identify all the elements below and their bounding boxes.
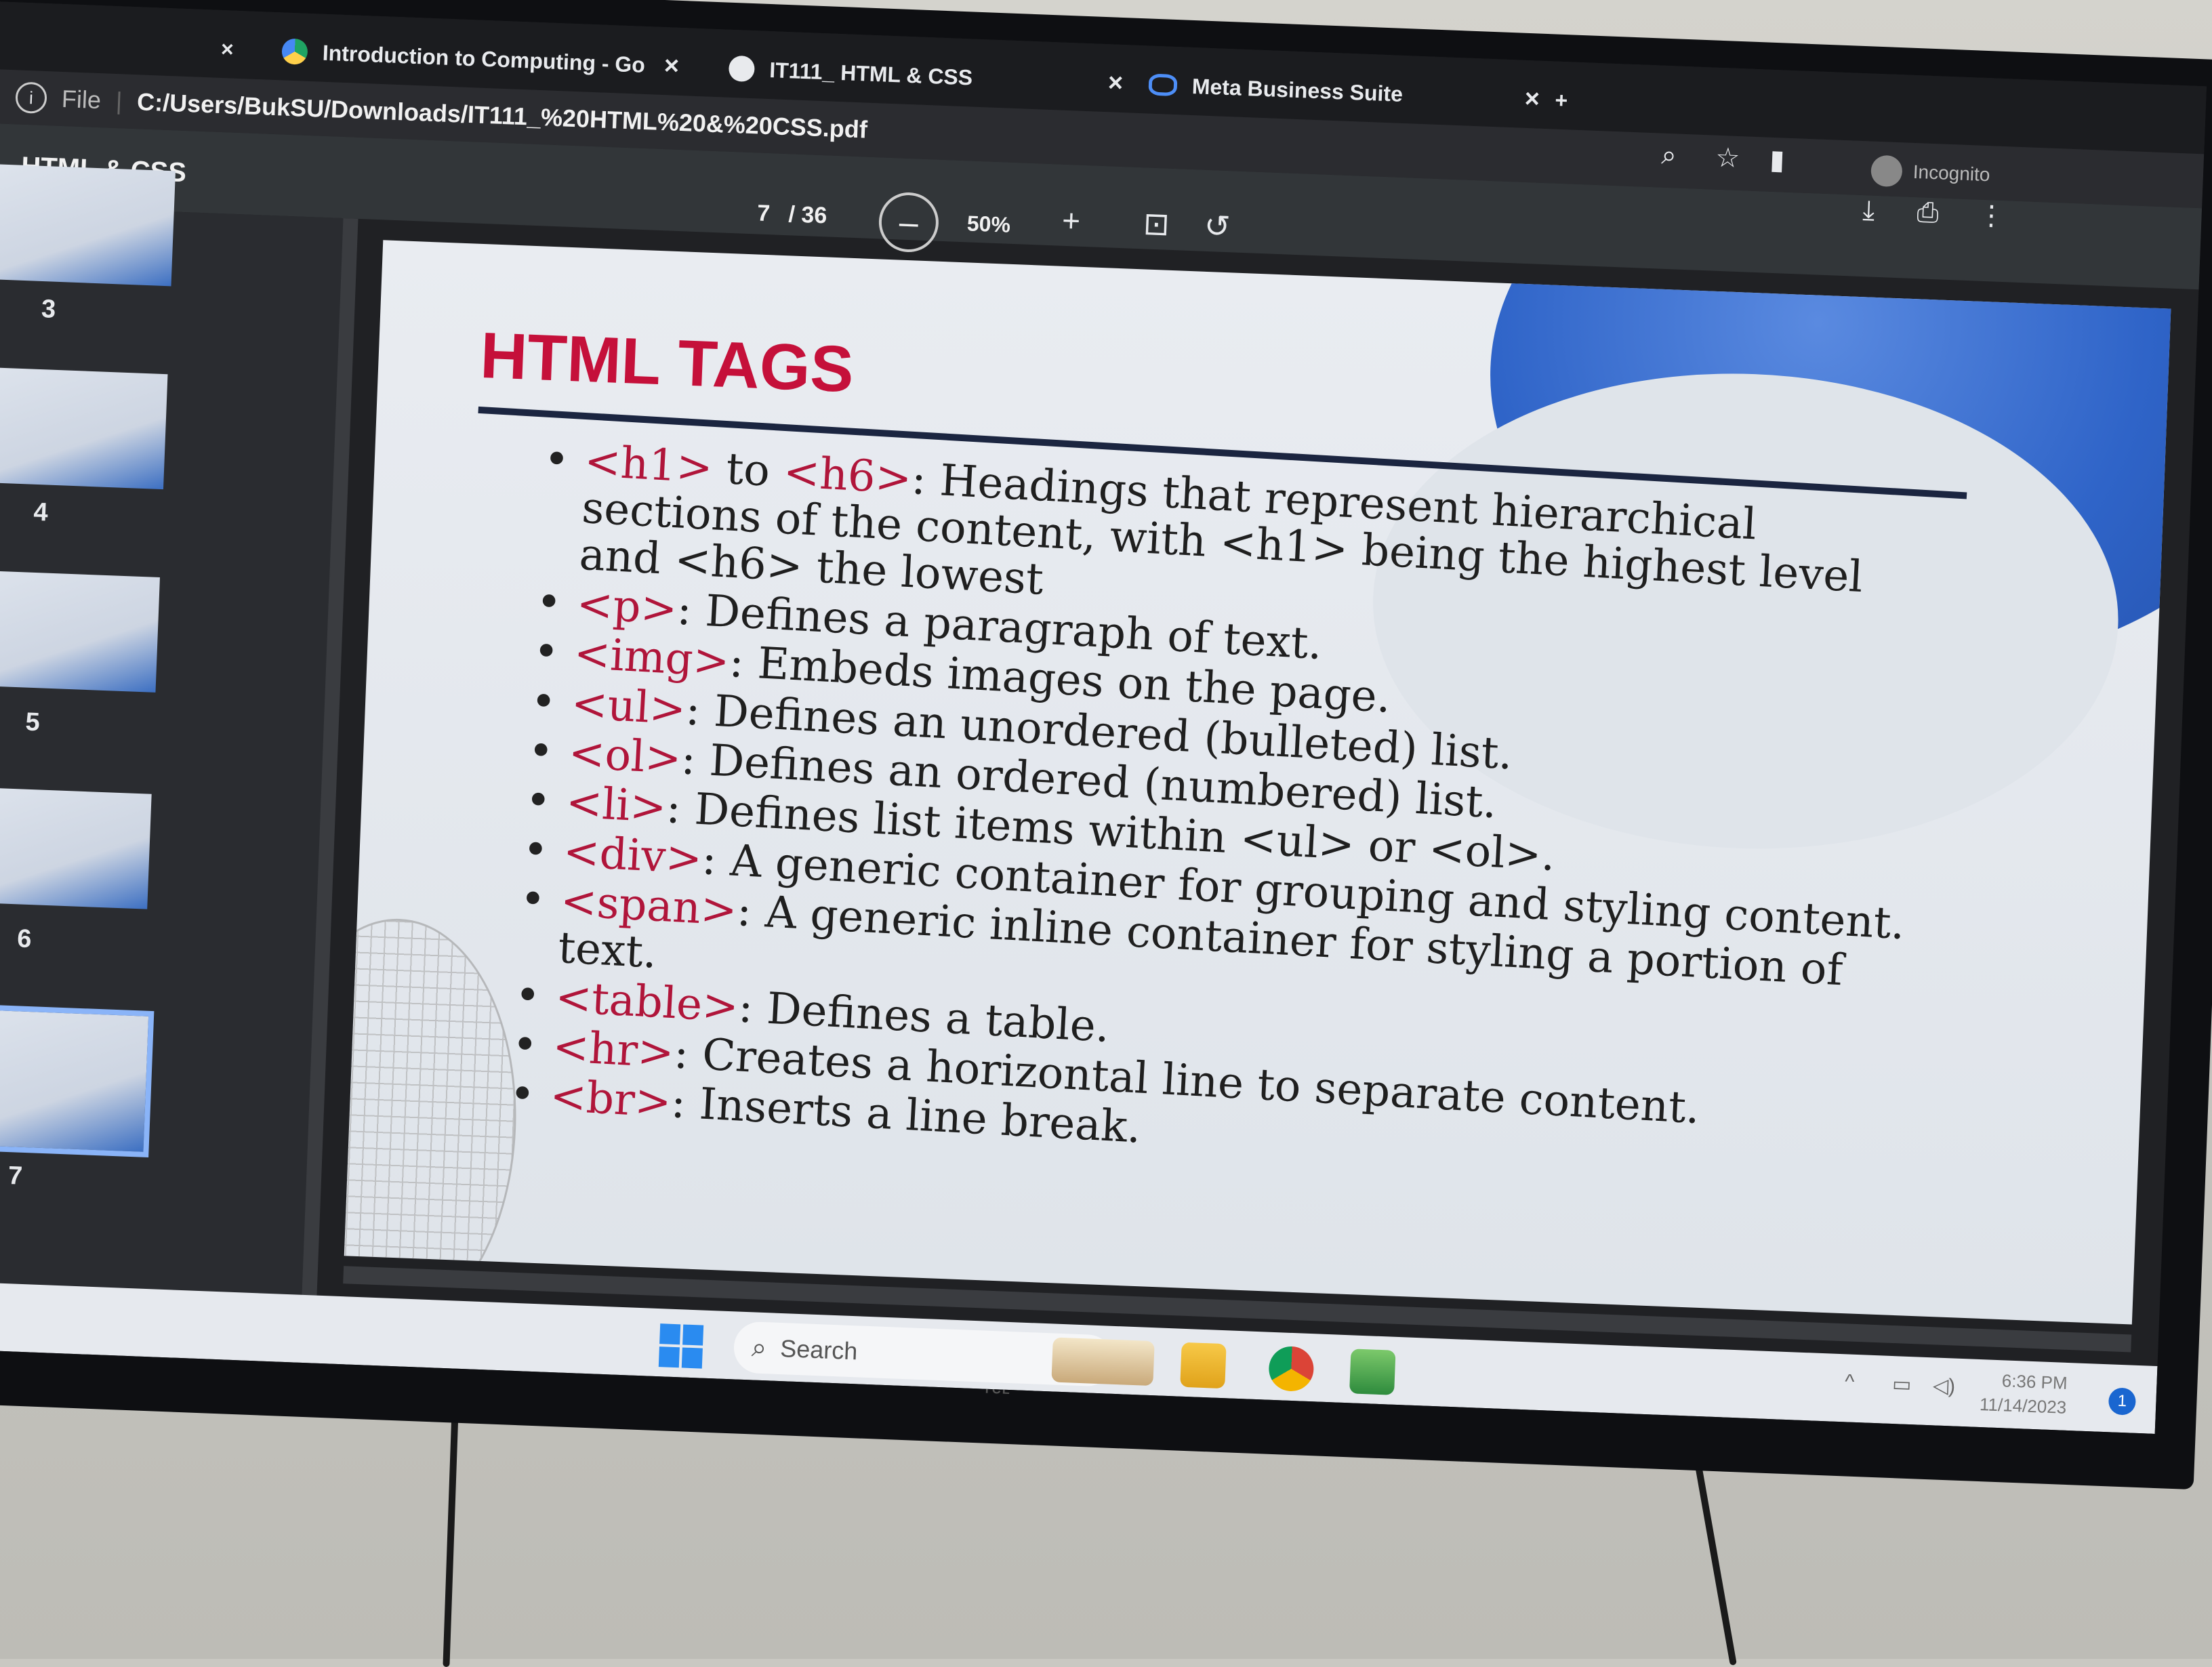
search-icon: ⌕ bbox=[751, 1332, 768, 1363]
tab-meta-business[interactable]: Meta Business Suite × bbox=[1148, 60, 1541, 125]
tab-label: Introduction to Computing - Go bbox=[322, 40, 646, 77]
tag-name: <li> bbox=[565, 777, 668, 833]
zoom-out-button[interactable]: – bbox=[878, 191, 940, 253]
thumbnail-number: 5 bbox=[24, 707, 41, 737]
close-icon[interactable]: × bbox=[1107, 68, 1124, 98]
page-indicator[interactable]: 7 / 36 bbox=[756, 200, 827, 229]
clock-time: 6:36 PM bbox=[2001, 1370, 2068, 1393]
thumbnail-number: 6 bbox=[16, 924, 33, 954]
plus-icon: + bbox=[1061, 202, 1082, 239]
drive-icon bbox=[281, 38, 308, 65]
more-options-icon[interactable]: ⋮ bbox=[1977, 200, 2006, 232]
new-tab-button[interactable]: + bbox=[1554, 75, 1569, 126]
zoom-level[interactable]: 50% bbox=[966, 211, 1011, 237]
info-icon[interactable]: i bbox=[15, 81, 47, 115]
sidepanel-icon[interactable]: ▮ bbox=[1769, 144, 1786, 176]
chrome-icon[interactable] bbox=[1268, 1345, 1315, 1393]
tv-frame: TCL × Introduction to Computing - Go × I… bbox=[0, 0, 2212, 1489]
star-icon[interactable]: ☆ bbox=[1715, 142, 1741, 174]
incognito-icon bbox=[1870, 155, 1903, 188]
tab-close-previous[interactable]: × bbox=[220, 24, 235, 75]
total-pages: / 36 bbox=[787, 201, 828, 229]
thumbnail-number: 7 bbox=[7, 1161, 23, 1191]
tag-list: <h1> to <h6>: Headings that represent hi… bbox=[508, 436, 1933, 1196]
tag-name: <ol> bbox=[567, 727, 683, 784]
fit-page-icon[interactable]: ⊡ bbox=[1143, 205, 1170, 242]
pdf-icon bbox=[728, 55, 756, 83]
scheme-label: File bbox=[61, 84, 102, 115]
tab-intro-computing[interactable]: Introduction to Computing - Go × bbox=[281, 26, 680, 91]
zoom-in-button[interactable]: + bbox=[1061, 202, 1081, 239]
rotate-icon[interactable]: ↺ bbox=[1204, 207, 1231, 245]
notification-badge[interactable]: 1 bbox=[2108, 1387, 2137, 1416]
tab-label: Meta Business Suite bbox=[1191, 73, 1404, 106]
thumbnail-page-5[interactable] bbox=[0, 570, 160, 693]
widget-icon[interactable] bbox=[1051, 1337, 1155, 1386]
thumbnail-page-3[interactable] bbox=[0, 164, 176, 287]
thumbnail-number: 3 bbox=[41, 295, 56, 324]
thumbnail-number: 4 bbox=[33, 497, 49, 527]
item-text: to bbox=[711, 443, 785, 497]
download-icon[interactable]: ⤓ bbox=[1862, 195, 1876, 226]
search-icon[interactable]: ⌕ bbox=[1660, 140, 1677, 171]
thumbnail-page-7[interactable] bbox=[0, 1004, 155, 1158]
network-icon[interactable]: ▭ bbox=[1891, 1373, 1912, 1397]
thumbnail-page-4[interactable] bbox=[0, 367, 168, 490]
plus-icon[interactable]: + bbox=[1554, 87, 1568, 112]
profile-label: Incognito bbox=[1912, 161, 1991, 186]
tag-name: <img> bbox=[573, 628, 731, 688]
thumbnail-page-6[interactable] bbox=[0, 787, 152, 909]
incognito-profile[interactable]: Incognito bbox=[1870, 155, 1990, 191]
meta-icon bbox=[1148, 73, 1178, 97]
system-clock[interactable]: 6:36 PM 11/14/2023 bbox=[1979, 1367, 2068, 1420]
chevron-up-icon[interactable]: ^ bbox=[1844, 1370, 1855, 1393]
close-icon[interactable]: × bbox=[1523, 84, 1540, 114]
thumbnail-sidebar: 3 4 5 6 7 bbox=[0, 164, 357, 1330]
tab-html-css[interactable]: IT111_ HTML & CSS × bbox=[728, 43, 1124, 108]
tag-name: <p> bbox=[575, 579, 679, 635]
tag-name: <br> bbox=[548, 1071, 673, 1128]
minus-icon: – bbox=[898, 203, 919, 242]
tag-name: <hr> bbox=[551, 1021, 676, 1079]
current-page[interactable]: 7 bbox=[756, 200, 771, 227]
globe-graphic bbox=[344, 913, 524, 1325]
divider: | bbox=[115, 87, 123, 115]
volume-icon[interactable]: ◁) bbox=[1932, 1374, 1956, 1398]
screen: × Introduction to Computing - Go × IT111… bbox=[0, 1, 2207, 1434]
clock-date: 11/14/2023 bbox=[1979, 1394, 2067, 1418]
app-icon[interactable] bbox=[1349, 1349, 1396, 1395]
tag-name: <ul> bbox=[570, 678, 687, 735]
close-icon[interactable]: × bbox=[220, 36, 234, 62]
close-icon[interactable]: × bbox=[663, 51, 680, 81]
tag-name: <div> bbox=[562, 826, 703, 884]
windows-start-icon[interactable] bbox=[658, 1323, 704, 1369]
search-placeholder: Search bbox=[779, 1334, 859, 1365]
pdf-page: HTML TAGS <h1> to <h6>: Headings that re… bbox=[344, 240, 2171, 1325]
file-explorer-icon[interactable] bbox=[1180, 1342, 1227, 1389]
slide-title: HTML TAGS bbox=[478, 318, 855, 407]
print-icon[interactable]: ⎙ bbox=[1916, 197, 1940, 228]
tab-label: IT111_ HTML & CSS bbox=[769, 57, 973, 89]
